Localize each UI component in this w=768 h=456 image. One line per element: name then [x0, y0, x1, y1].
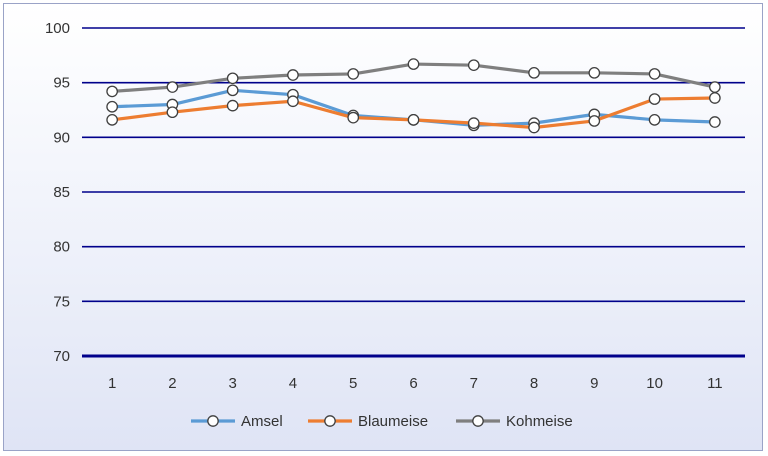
- legend: Amsel Blaumeise Kohmeise: [191, 413, 573, 430]
- legend-label: Blaumeise: [358, 413, 428, 430]
- gridlines: [82, 27, 745, 358]
- x-tick-label: 6: [409, 375, 417, 392]
- y-tick-label: 80: [53, 239, 70, 256]
- x-tick-label: 11: [707, 375, 723, 392]
- data-point: [347, 68, 360, 80]
- data-point: [588, 115, 601, 127]
- data-point: [106, 113, 118, 126]
- data-point: [166, 81, 179, 93]
- data-point: [709, 81, 721, 93]
- data-point: [648, 113, 661, 126]
- legend-swatch-marker: [207, 415, 219, 427]
- data-point: [407, 113, 420, 126]
- legend-item: Amsel: [191, 413, 283, 430]
- data-point: [709, 116, 721, 128]
- y-tick-label: 90: [53, 129, 70, 146]
- x-tick-label: 4: [289, 375, 297, 392]
- data-point: [347, 111, 360, 124]
- x-tick-label: 8: [530, 375, 538, 392]
- data-point: [287, 95, 299, 108]
- x-tick-label: 9: [590, 375, 598, 392]
- legend-swatch-marker: [324, 415, 336, 427]
- data-point: [648, 68, 661, 80]
- legend-label: Kohmeise: [506, 413, 573, 430]
- y-tick-label: 95: [53, 75, 70, 92]
- x-tick-label: 7: [470, 375, 478, 392]
- data-point: [166, 106, 179, 119]
- x-tick-label: 2: [168, 375, 176, 392]
- y-tick-label: 100: [45, 20, 70, 37]
- data-point: [528, 66, 540, 79]
- data-point: [226, 84, 239, 97]
- series-kohmeise: [106, 58, 721, 98]
- chart-area: 70 75 80 85 90 95 100 1 2 3 4 5 6 7 8 9 10 11 Amsel Blaum…: [3, 3, 763, 451]
- y-tick-label: 70: [53, 348, 70, 365]
- y-tick-label: 85: [53, 184, 70, 201]
- data-point: [588, 66, 601, 79]
- y-axis-tick-labels: 70 75 80 85 90 95 100: [45, 20, 70, 365]
- x-tick-label: 3: [229, 375, 237, 392]
- x-tick-label: 5: [349, 375, 357, 392]
- data-point: [287, 69, 299, 81]
- data-point: [226, 99, 239, 112]
- x-axis-tick-labels: 1 2 3 4 5 6 7 8 9 10 11: [108, 375, 723, 392]
- data-point: [226, 72, 239, 85]
- x-tick-label: 10: [646, 375, 663, 392]
- y-tick-label: 75: [53, 293, 70, 310]
- data-point: [467, 59, 480, 72]
- legend-swatch-marker: [472, 415, 484, 427]
- series-lines: [106, 58, 721, 134]
- data-point: [648, 93, 661, 105]
- data-point: [106, 100, 118, 113]
- x-tick-label: 1: [108, 375, 116, 392]
- data-point: [407, 58, 420, 70]
- line-chart: 70 75 80 85 90 95 100 1 2 3 4 5 6 7 8 9 10 11 Amsel Blaum…: [45, 20, 745, 430]
- data-point: [528, 121, 540, 134]
- data-point: [467, 117, 480, 129]
- legend-item: Kohmeise: [456, 413, 573, 430]
- legend-item: Blaumeise: [308, 413, 428, 430]
- legend-label: Amsel: [241, 413, 283, 430]
- data-point: [709, 92, 721, 104]
- data-point: [106, 85, 118, 98]
